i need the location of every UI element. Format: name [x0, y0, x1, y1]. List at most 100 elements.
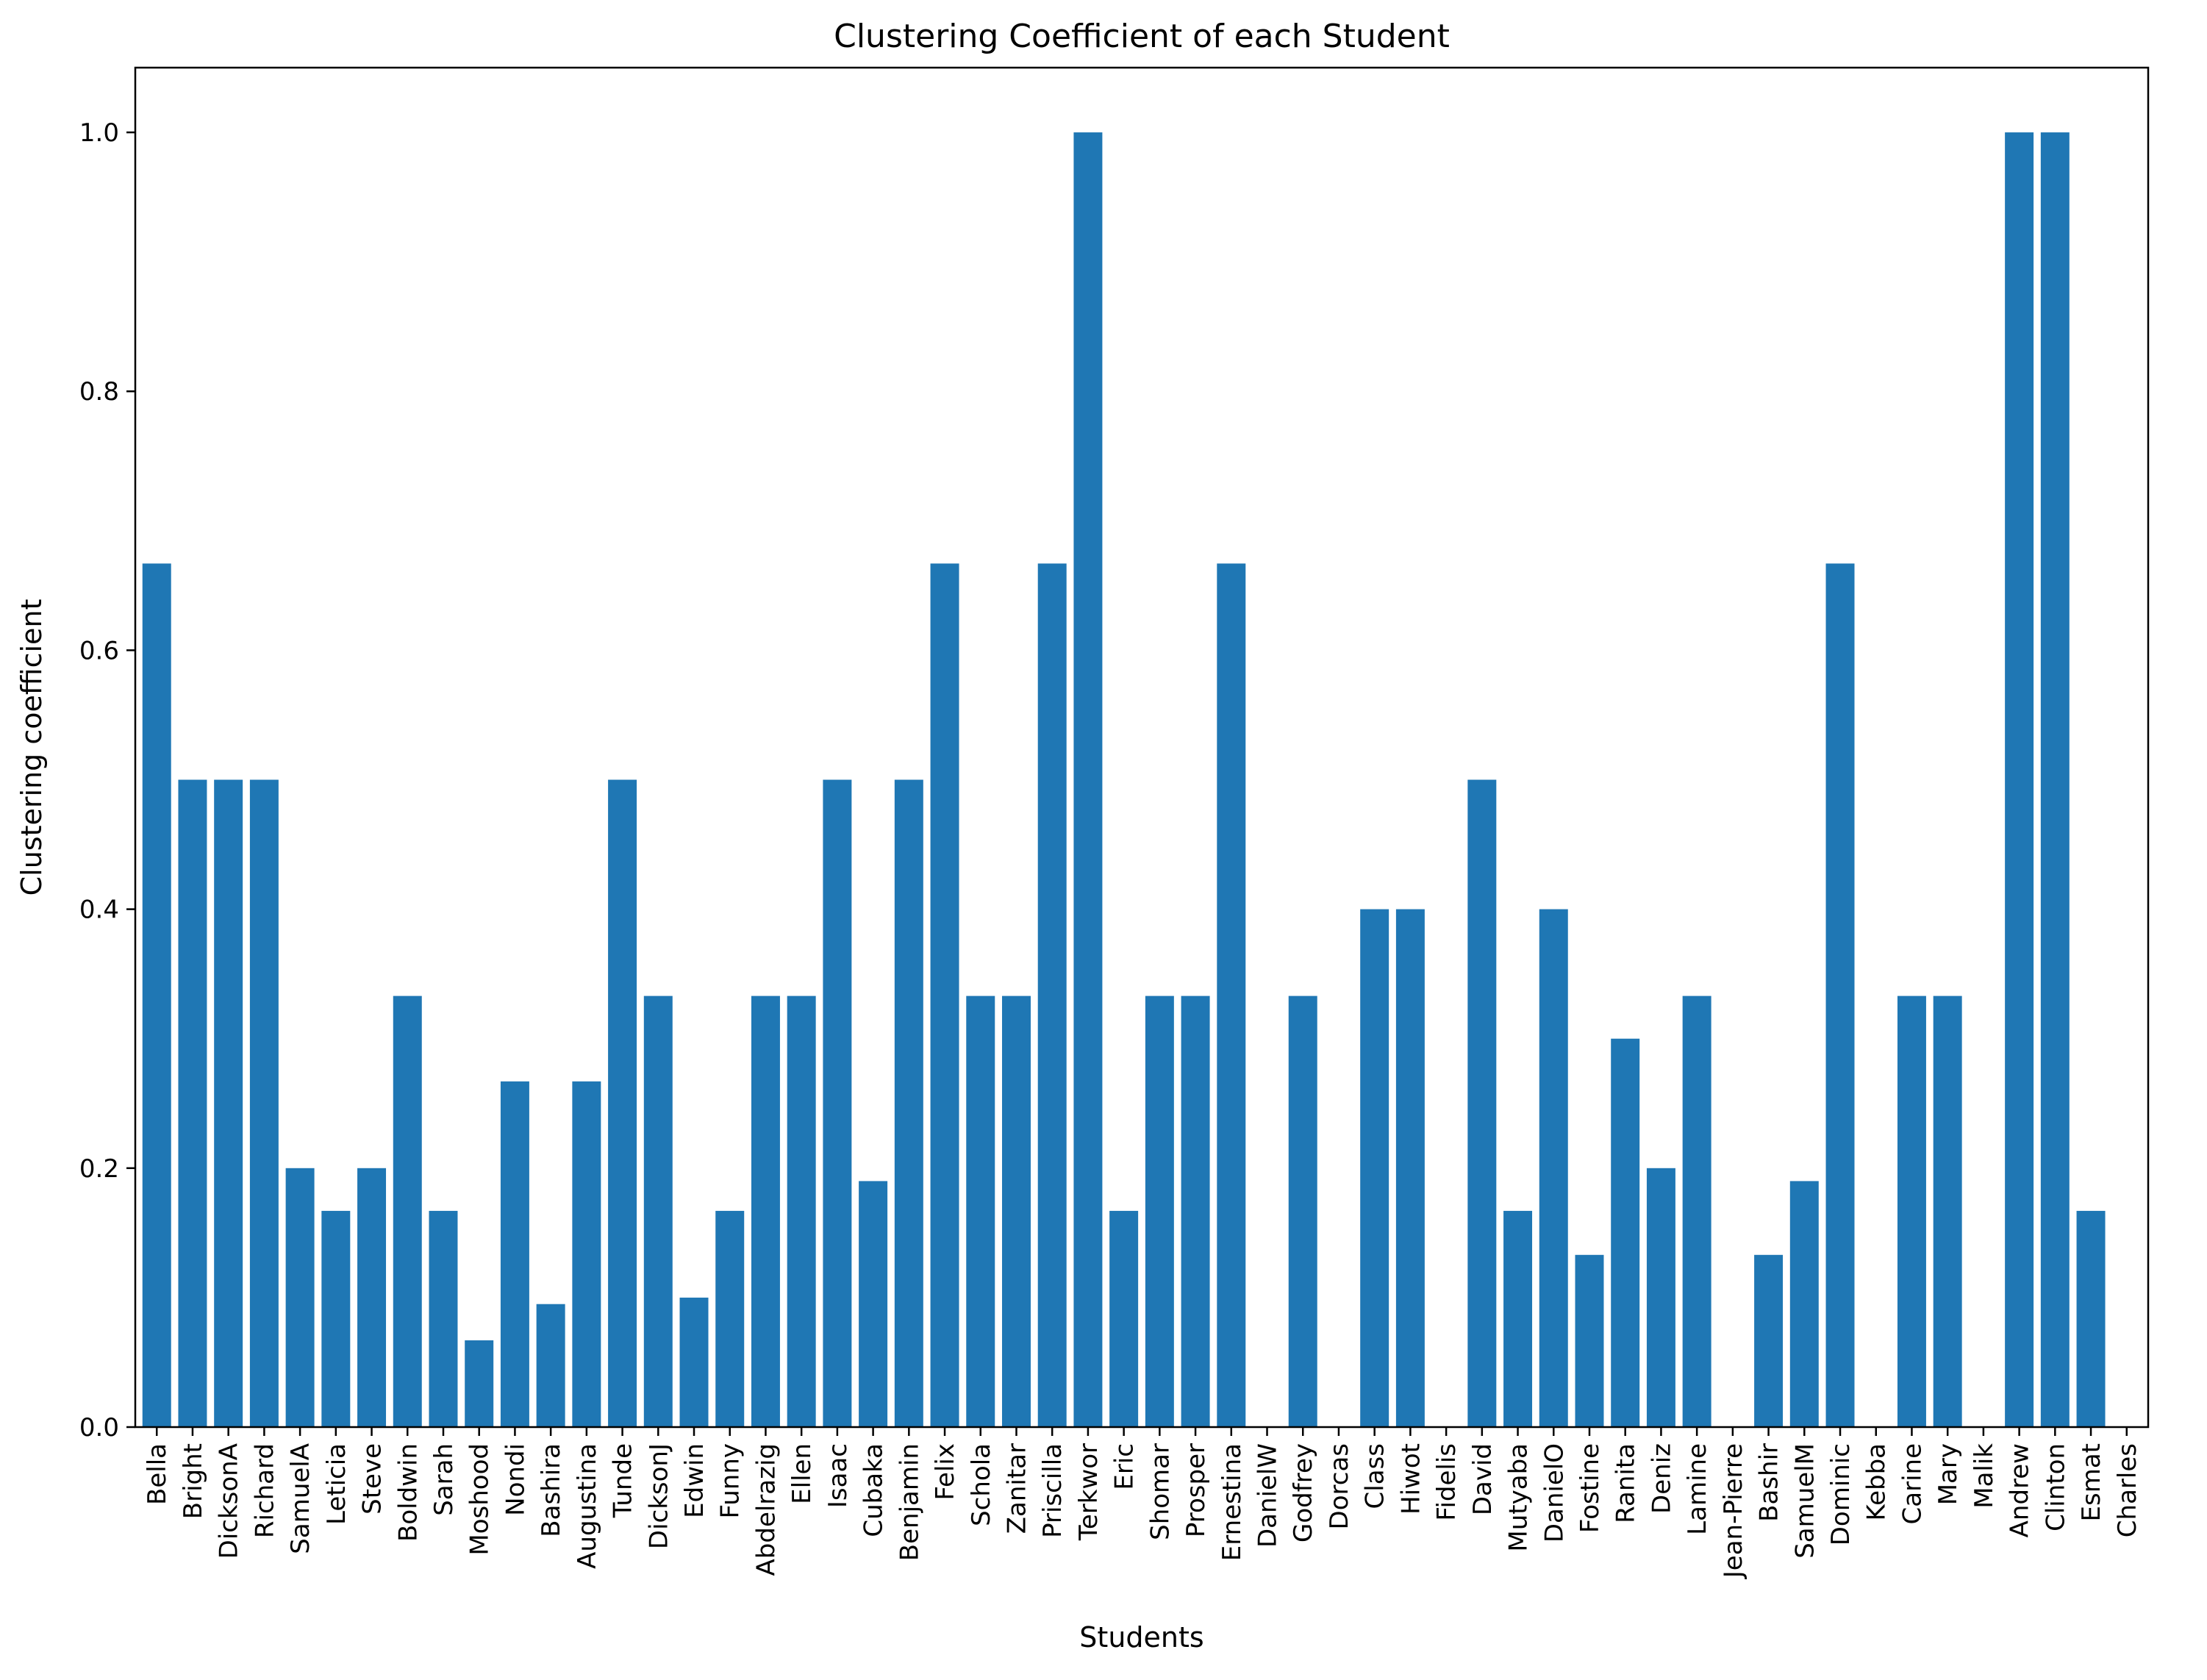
bar-Bashira: [536, 1304, 565, 1427]
x-tick-label: Jean-Pierre: [1719, 1443, 1748, 1579]
x-tick-label: Cubaka: [859, 1443, 889, 1537]
bar-Cubaka: [859, 1181, 888, 1427]
bar-DanielO: [1539, 909, 1568, 1427]
y-tick-label: 0.0: [79, 1413, 119, 1443]
x-tick-label: Ranita: [1612, 1443, 1641, 1523]
bar-Priscilla: [1037, 563, 1067, 1427]
bar-Godfrey: [1288, 996, 1317, 1427]
x-tick-label: Ellen: [787, 1443, 817, 1504]
bar-Andrew: [2005, 132, 2034, 1428]
bar-Deniz: [1646, 1168, 1675, 1427]
x-tick-label: Zanitar: [1002, 1443, 1031, 1534]
x-tick-label: SamuelA: [286, 1443, 315, 1554]
bar-Augustina: [572, 1081, 601, 1427]
x-tick-label: Augustina: [573, 1443, 602, 1569]
bar-Class: [1360, 909, 1389, 1427]
bar-Mary: [1933, 996, 1962, 1427]
x-tick-label: Bashira: [537, 1443, 566, 1537]
x-tick-label: Edwin: [680, 1443, 709, 1518]
bar-DicksonA: [214, 779, 243, 1427]
bar-Isaac: [823, 779, 852, 1427]
x-tick-label: Tunde: [609, 1443, 638, 1518]
bar-Carine: [1897, 996, 1926, 1427]
x-tick-label: Dorcas: [1325, 1443, 1354, 1529]
x-tick-label: Mutyaba: [1504, 1443, 1534, 1552]
x-tick-label: Terkwor: [1074, 1443, 1104, 1541]
bar-Zanitar: [1001, 996, 1031, 1427]
y-tick-label: 0.4: [79, 896, 119, 925]
bar-David: [1467, 779, 1497, 1427]
x-tick-label: Bashir: [1755, 1443, 1784, 1522]
bar-Nondi: [500, 1081, 529, 1427]
y-tick-label: 0.2: [79, 1154, 119, 1184]
bar-Fostine: [1575, 1254, 1604, 1427]
x-axis-label: Students: [1079, 1621, 1203, 1654]
bar-Shomar: [1145, 996, 1174, 1427]
x-tick-label: DicksonJ: [644, 1443, 673, 1549]
bar-Eric: [1109, 1210, 1139, 1427]
x-tick-label: Sarah: [429, 1443, 459, 1516]
bar-Richard: [249, 779, 279, 1427]
x-tick-label: David: [1468, 1443, 1498, 1515]
chart-title: Clustering Coefficient of each Student: [834, 18, 1450, 55]
x-tick-label: Leticia: [322, 1443, 351, 1525]
x-tick-label: Hiwot: [1396, 1443, 1426, 1515]
y-axis: 0.0 0.2 0.4 0.6 0.8 1.0: [79, 118, 135, 1443]
x-tick-label: DanielW: [1253, 1443, 1283, 1548]
x-tick-label: Prosper: [1181, 1443, 1211, 1537]
bar-Sarah: [429, 1210, 458, 1427]
x-tick-label: Fidelis: [1432, 1443, 1462, 1521]
x-tick-label: Nondi: [501, 1443, 530, 1516]
x-tick-label: Esmat: [2077, 1443, 2106, 1521]
x-tick-label: Carine: [1897, 1443, 1927, 1524]
y-tick-label: 1.0: [79, 118, 119, 148]
bar-SamuelA: [285, 1168, 315, 1427]
bar-Bashir: [1754, 1254, 1784, 1427]
x-tick-label: Dominic: [1826, 1443, 1856, 1545]
x-tick-label: DanielO: [1539, 1443, 1569, 1543]
x-tick-label: Funny: [716, 1443, 745, 1518]
bar-Mutyaba: [1503, 1210, 1533, 1427]
bar-Bright: [178, 779, 207, 1427]
x-tick-label: Lamine: [1683, 1443, 1712, 1535]
bar-Bella: [142, 563, 171, 1427]
x-tick-label: Schola: [967, 1443, 996, 1526]
x-tick-label: Moshood: [465, 1443, 495, 1556]
x-tick-label: Steve: [358, 1443, 387, 1515]
plot-frame: [134, 66, 2150, 1429]
x-tick-label: Andrew: [2006, 1443, 2035, 1537]
bar-Felix: [930, 563, 959, 1427]
bar-Moshood: [465, 1340, 494, 1427]
x-tick-label: Malik: [1970, 1443, 1999, 1509]
y-axis-label: Clustering coefficient: [15, 599, 48, 896]
x-tick-label: Isaac: [823, 1443, 853, 1508]
bar-Leticia: [321, 1210, 351, 1427]
y-tick-label: 0.6: [79, 636, 119, 665]
x-tick-label: Class: [1361, 1443, 1390, 1509]
y-tick-label: 0.8: [79, 377, 119, 407]
bar-Ellen: [787, 996, 816, 1427]
x-tick-label: Godfrey: [1289, 1443, 1318, 1543]
x-tick-label: Priscilla: [1038, 1443, 1067, 1538]
x-tick-label: Benjamin: [895, 1443, 924, 1561]
x-tick-label: Boldwin: [393, 1443, 423, 1542]
bar-SamuelM: [1789, 1181, 1819, 1427]
x-axis: Bella Bright DicksonA Richard SamuelA Leticia…: [143, 1427, 2142, 1579]
x-tick-label: Eric: [1110, 1443, 1140, 1490]
bar-Prosper: [1181, 996, 1210, 1427]
bar-Funny: [715, 1210, 745, 1427]
x-tick-label: Bella: [143, 1443, 172, 1505]
bar-Boldwin: [393, 996, 422, 1427]
x-tick-label: Charles: [2113, 1443, 2142, 1537]
x-tick-label: Clinton: [2041, 1443, 2070, 1531]
bar-Terkwor: [1073, 132, 1103, 1428]
x-tick-label: Richard: [250, 1443, 279, 1538]
bar-Steve: [357, 1168, 387, 1427]
bar-Ernestina: [1217, 563, 1246, 1427]
x-tick-label: Kebba: [1862, 1443, 1892, 1521]
x-tick-label: Shomar: [1145, 1443, 1175, 1540]
x-tick-label: Fostine: [1575, 1443, 1605, 1533]
x-tick-label: SamuelM: [1790, 1443, 1820, 1559]
